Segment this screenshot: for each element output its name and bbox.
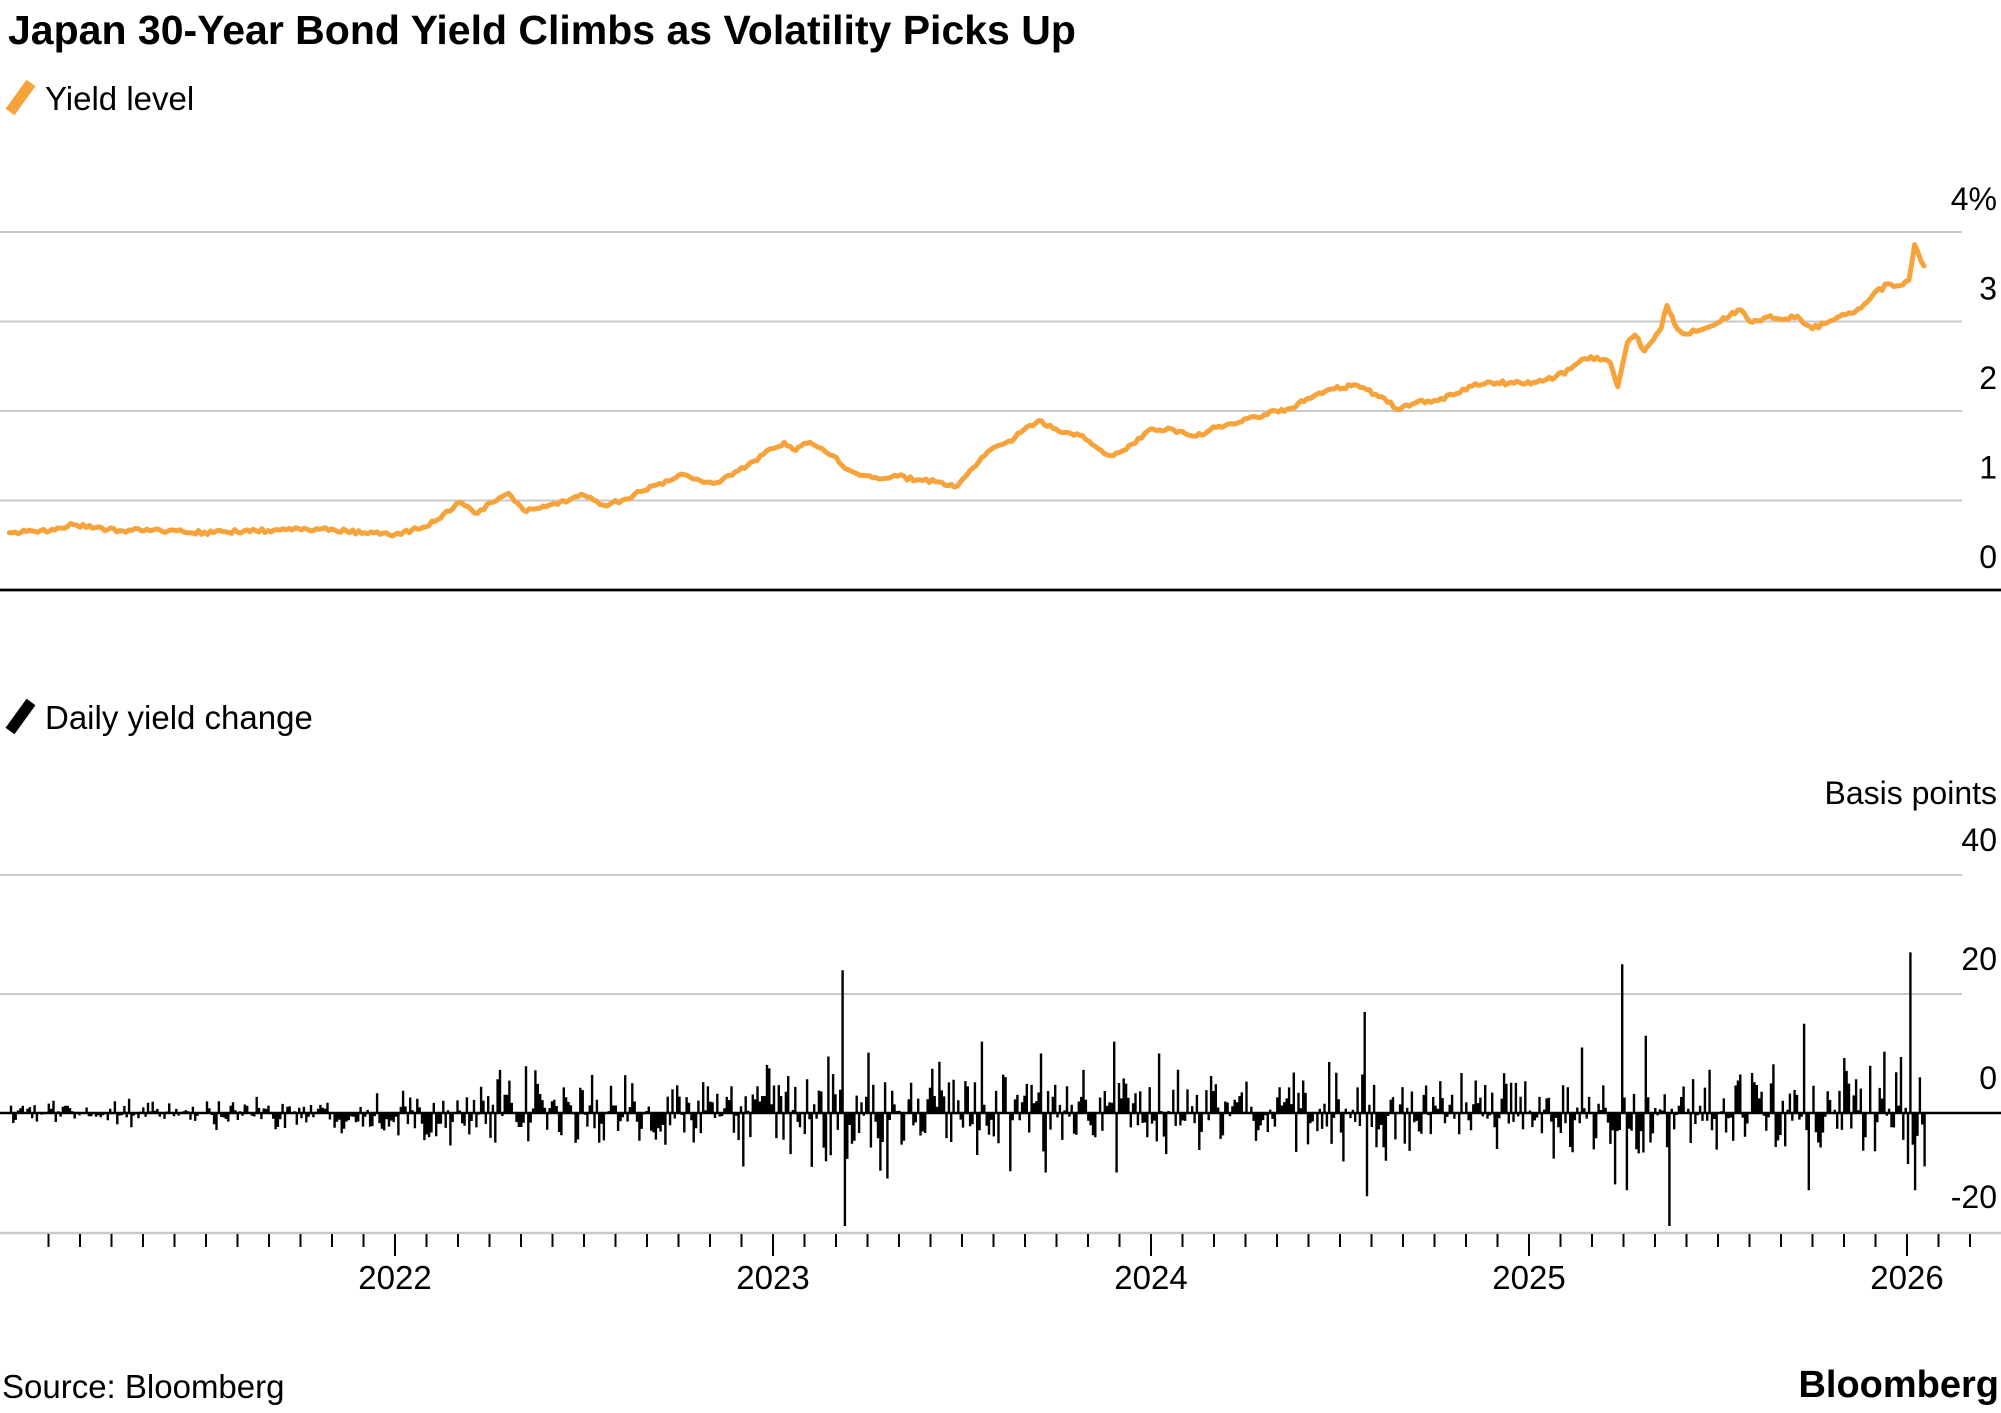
bottom-y-tick-label-20: 20 bbox=[1961, 941, 1997, 977]
yield-level-line-series bbox=[6, 242, 1927, 539]
legend-yield-level: Yield level bbox=[5, 79, 194, 117]
top-chart-gridlines bbox=[0, 231, 1962, 502]
daily-change-slash-icon bbox=[5, 698, 36, 735]
legend-daily-yield-change: Daily yield change bbox=[5, 698, 313, 736]
bottom-chart-axis-title: Basis points bbox=[1824, 775, 1997, 811]
yield-level-slash-icon bbox=[5, 79, 36, 116]
daily-change-bar-series bbox=[9, 952, 1926, 1226]
top-y-tick-label-2: 2 bbox=[1979, 360, 1997, 396]
x-axis-label-2024: 2024 bbox=[1114, 1259, 1187, 1296]
x-axis-tick-marks bbox=[47, 1234, 1971, 1256]
yield-level-line bbox=[6, 242, 1927, 539]
x-axis-label-2026: 2026 bbox=[1870, 1259, 1943, 1296]
bottom-chart-y-axis-labels: 40 20 0 -20 bbox=[1951, 822, 1997, 1215]
bottom-y-tick-label-0: 0 bbox=[1979, 1060, 1997, 1096]
daily-change-bars bbox=[9, 952, 1926, 1226]
x-axis-year-labels: 2022 2023 2024 2025 2026 bbox=[358, 1259, 1943, 1296]
source-note: Source: Bloomberg bbox=[2, 1368, 284, 1405]
top-chart-y-axis-labels: 4% 3 2 1 0 bbox=[1951, 181, 1997, 575]
bottom-y-tick-label-40: 40 bbox=[1961, 822, 1997, 858]
legend-daily-change-label: Daily yield change bbox=[45, 699, 313, 736]
bloomberg-logo: Bloomberg bbox=[1798, 1364, 1999, 1406]
x-axis-label-2023: 2023 bbox=[736, 1259, 809, 1296]
x-axis-label-2025: 2025 bbox=[1492, 1259, 1565, 1296]
chart-title: Japan 30-Year Bond Yield Climbs as Volat… bbox=[8, 7, 1076, 53]
top-y-tick-label-1: 1 bbox=[1979, 450, 1997, 486]
top-y-tick-label-0: 0 bbox=[1979, 539, 1997, 575]
top-y-tick-label-3: 3 bbox=[1979, 271, 1997, 307]
legend-yield-level-label: Yield level bbox=[45, 80, 194, 117]
x-axis-label-2022: 2022 bbox=[358, 1259, 431, 1296]
bottom-y-tick-label--20: -20 bbox=[1951, 1179, 1997, 1215]
top-y-tick-label-4: 4% bbox=[1951, 181, 1997, 217]
bottom-chart-gridlines bbox=[0, 874, 1962, 995]
